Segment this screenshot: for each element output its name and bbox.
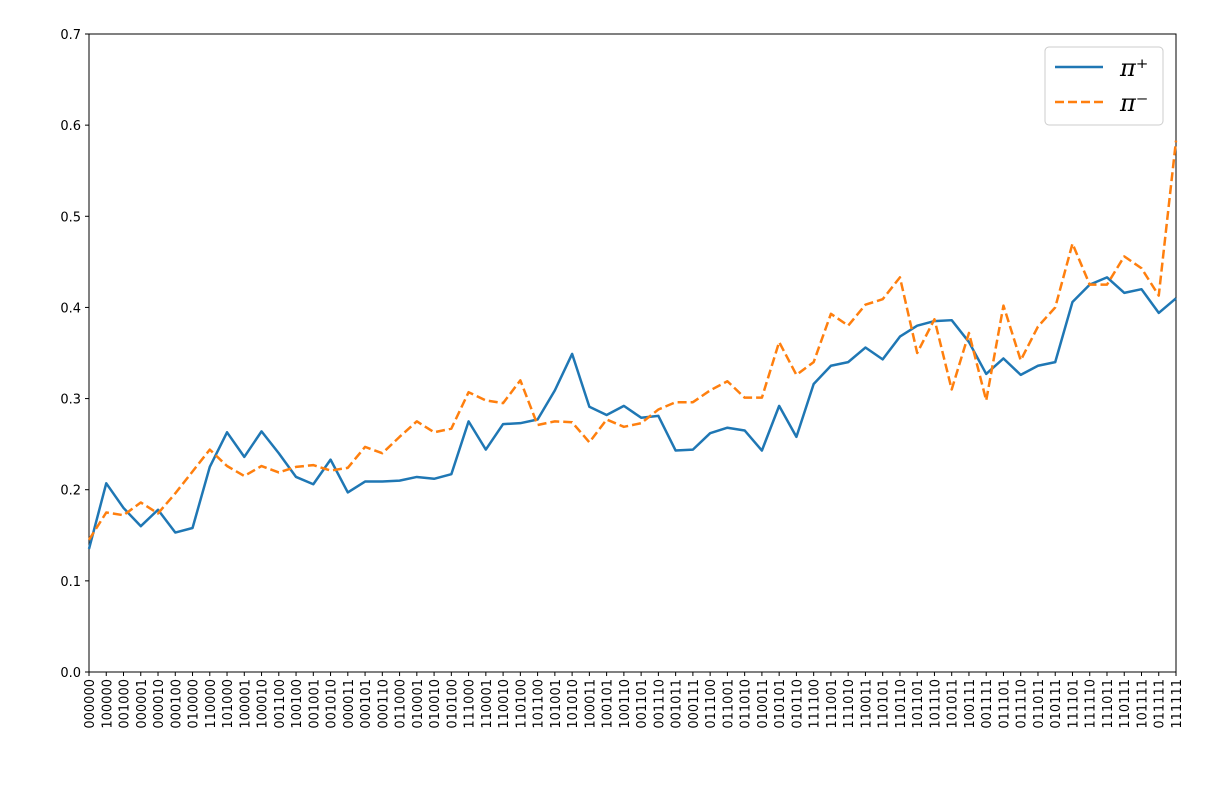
x-tick-label: 101101 <box>911 679 926 729</box>
x-tick-label: 100010 <box>256 679 271 729</box>
x-tick-label: 010010 <box>428 679 443 729</box>
series-line <box>87 140 1178 541</box>
x-tick-label: 110110 <box>894 679 909 729</box>
x-tick-label: 011010 <box>739 679 754 729</box>
x-tick-label: 101011 <box>946 679 961 729</box>
x-tick-label: 000000 <box>83 679 98 729</box>
x-tick-label: 101100 <box>532 679 547 729</box>
x-tick-label: 111010 <box>842 679 857 729</box>
x-tick-label: 010011 <box>756 679 771 729</box>
x-tick-label: 010111 <box>1049 679 1064 729</box>
x-tick-label: 111011 <box>1101 679 1116 729</box>
x-tick-label: 011000 <box>394 679 409 729</box>
series-line <box>87 276 1177 550</box>
x-tick-label: 000010 <box>152 679 167 729</box>
x-tick-label: 111101 <box>1066 679 1081 729</box>
y-tick-label: 0.0 <box>60 666 81 681</box>
x-tick-label: 001111 <box>980 679 995 729</box>
x-tick-label: 000101 <box>359 679 374 729</box>
y-tick-label: 0.5 <box>60 210 81 225</box>
x-tick-label: 001000 <box>118 679 133 729</box>
x-tick-label: 101110 <box>928 679 943 729</box>
y-tick-label: 0.7 <box>60 28 81 43</box>
x-tick-label: 111111 <box>1170 679 1185 729</box>
x-tick-label: 000011 <box>342 679 357 729</box>
x-tick-label: 001001 <box>307 679 322 729</box>
x-tick-label: 110001 <box>480 679 495 729</box>
x-tick-label: 001010 <box>325 679 340 729</box>
x-tick-label: 110100 <box>514 679 529 729</box>
x-tick-label: 001110 <box>652 679 667 729</box>
y-tick-label: 0.2 <box>60 484 81 499</box>
x-tick-label: 000001 <box>135 679 150 729</box>
x-tick-label: 100100 <box>290 679 305 729</box>
x-tick-label: 000110 <box>376 679 391 729</box>
x-tick-label: 011100 <box>704 679 719 729</box>
x-tick-label: 100001 <box>238 679 253 729</box>
x-tick-label: 010000 <box>187 679 202 729</box>
x-tick-label: 100101 <box>601 679 616 729</box>
legend-label: π⁻ <box>1119 89 1148 117</box>
x-tick-label: 101000 <box>221 679 236 729</box>
x-tick-label: 001101 <box>635 679 650 729</box>
x-tick-label: 010001 <box>411 679 426 729</box>
x-tick-label: 010101 <box>773 679 788 729</box>
x-tick-label: 011111 <box>1153 679 1168 729</box>
x-tick-label: 111110 <box>1084 679 1099 729</box>
y-tick-label: 0.6 <box>60 119 81 134</box>
x-tick-label: 011110 <box>1015 679 1030 729</box>
x-tick-label: 000100 <box>169 679 184 729</box>
x-tick-label: 100000 <box>100 679 115 729</box>
x-tick-label: 010100 <box>445 679 460 729</box>
x-tick-label: 110101 <box>877 679 892 729</box>
x-tick-label: 111000 <box>463 679 478 729</box>
x-tick-label: 111100 <box>808 679 823 729</box>
x-tick-label: 100110 <box>618 679 633 729</box>
plot-frame <box>88 33 1177 673</box>
x-tick-label: 001100 <box>273 679 288 729</box>
x-tick-label: 100011 <box>583 679 598 729</box>
y-tick-label: 0.3 <box>60 393 81 408</box>
x-tick-label: 001011 <box>670 679 685 729</box>
legend-label: π⁺ <box>1119 54 1148 82</box>
x-tick-label: 011001 <box>721 679 736 729</box>
x-tick-label: 111001 <box>825 679 840 729</box>
x-tick-label: 110011 <box>859 679 874 729</box>
x-tick-label: 100111 <box>963 679 978 729</box>
x-tick-label: 011101 <box>997 679 1012 729</box>
x-tick-label: 101111 <box>1135 679 1150 729</box>
x-tick-label: 000111 <box>687 679 702 729</box>
x-tick-label: 110111 <box>1118 679 1133 729</box>
x-tick-label: 010110 <box>790 679 805 729</box>
y-tick-label: 0.1 <box>60 575 81 590</box>
y-tick-label: 0.4 <box>60 301 81 316</box>
x-tick-label: 110000 <box>204 679 219 729</box>
x-tick-label: 011011 <box>1032 679 1047 729</box>
x-tick-label: 101010 <box>566 679 581 729</box>
x-tick-label: 110010 <box>497 679 512 729</box>
x-tick-label: 101001 <box>549 679 564 729</box>
